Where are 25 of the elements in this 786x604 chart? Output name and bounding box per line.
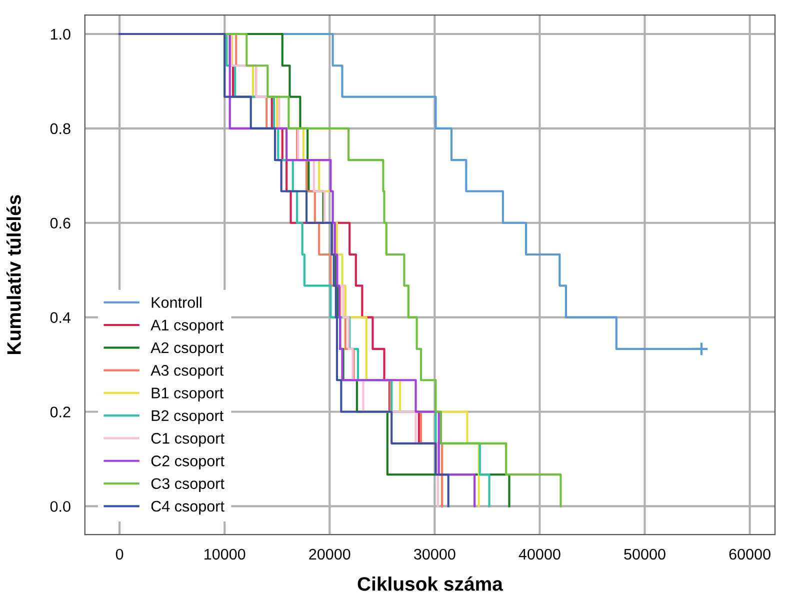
legend-label: Kontroll bbox=[152, 296, 202, 308]
y-tick-label: 0.4 bbox=[50, 312, 71, 324]
x-tick-label: 50000 bbox=[624, 548, 666, 560]
y-tick-label: 0.0 bbox=[50, 501, 70, 512]
legend-label: A3 csoport bbox=[150, 364, 224, 379]
legend-label: B2 csoport bbox=[152, 410, 224, 424]
y-tick-label: 0.8 bbox=[50, 123, 70, 134]
x-tick-label: 10000 bbox=[204, 548, 246, 560]
legend-label: C4 csoport bbox=[151, 500, 224, 515]
legend-label: C2 csoport bbox=[151, 456, 224, 470]
legend-label: C3 csoport bbox=[151, 478, 224, 492]
x-tick-label: 0 bbox=[116, 548, 124, 560]
legend-label: B1 csoport bbox=[152, 388, 224, 402]
x-tick-label: 30000 bbox=[414, 548, 456, 560]
legend-label: A1 csoport bbox=[150, 320, 224, 334]
y-tick-label: 0.6 bbox=[50, 218, 70, 229]
legend-label: C1 csoport bbox=[151, 432, 224, 447]
y-tick-label: 1.0 bbox=[50, 28, 70, 40]
x-tick-label: 40000 bbox=[518, 548, 560, 560]
y-tick-label: 0.2 bbox=[50, 406, 70, 418]
x-tick-label: 60000 bbox=[729, 548, 770, 560]
y-axis-title: Kumulatív túlélés bbox=[6, 195, 21, 354]
legend-label: A2 csoport bbox=[150, 342, 224, 356]
x-tick-label: 20000 bbox=[309, 548, 350, 560]
x-axis-title: Ciklusok száma bbox=[358, 576, 504, 591]
